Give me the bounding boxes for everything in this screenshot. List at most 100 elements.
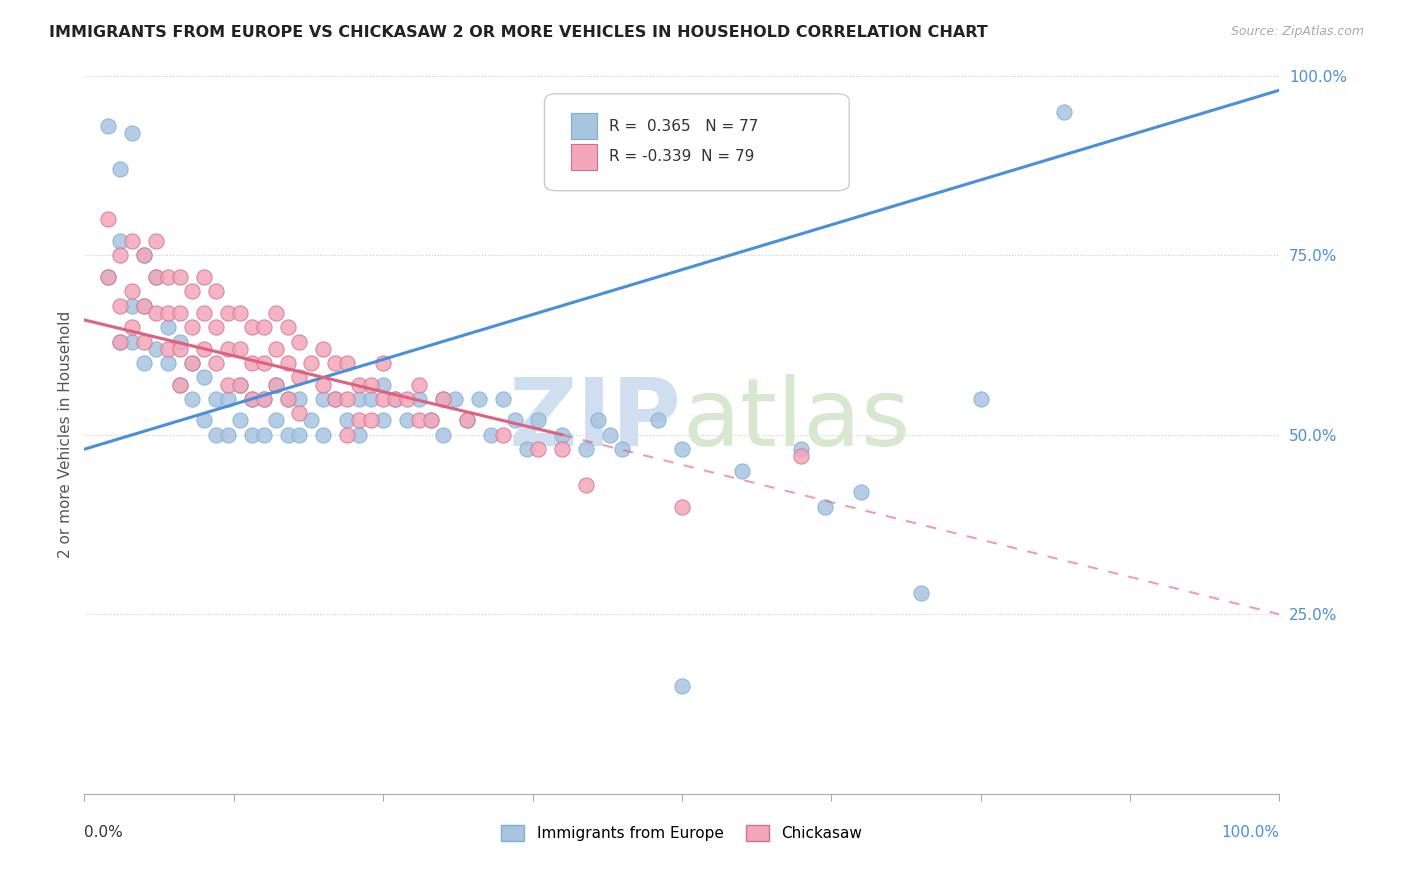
FancyBboxPatch shape: [544, 94, 849, 191]
Point: [110, 299, 132, 313]
Point: [169, 334, 191, 349]
Point: [790, 450, 813, 464]
Point: [110, 248, 132, 262]
Point: [240, 392, 263, 406]
Point: [527, 413, 550, 427]
Point: [205, 392, 228, 406]
Point: [336, 392, 359, 406]
Point: [790, 442, 813, 457]
Point: [288, 370, 311, 384]
Point: [193, 306, 215, 320]
Point: [336, 413, 359, 427]
Point: [336, 356, 359, 370]
Point: [181, 356, 204, 370]
Point: [264, 377, 287, 392]
Point: [132, 248, 156, 262]
Point: [551, 442, 574, 457]
Point: [373, 392, 395, 406]
Point: [432, 392, 454, 406]
Point: [205, 356, 228, 370]
Point: [253, 356, 276, 370]
Point: [516, 442, 538, 457]
Point: [193, 413, 215, 427]
Point: [671, 442, 693, 457]
Point: [132, 334, 156, 349]
Point: [277, 356, 299, 370]
Point: [588, 413, 610, 427]
Point: [288, 392, 311, 406]
Point: [121, 126, 143, 140]
Point: [169, 269, 191, 284]
Point: [145, 342, 167, 356]
Point: [468, 392, 491, 406]
Point: [312, 427, 335, 442]
Point: [217, 427, 239, 442]
Point: [814, 500, 837, 514]
Point: [910, 586, 932, 600]
Point: [121, 334, 143, 349]
Point: [205, 427, 228, 442]
Point: [349, 413, 371, 427]
Point: [229, 377, 252, 392]
Point: [97, 119, 120, 133]
Point: [444, 392, 467, 406]
Point: [132, 299, 156, 313]
Point: [349, 427, 371, 442]
Point: [1053, 104, 1076, 119]
Point: [145, 269, 167, 284]
Text: atlas: atlas: [682, 375, 910, 467]
Point: [169, 306, 191, 320]
Point: [157, 306, 180, 320]
Point: [157, 356, 180, 370]
Point: [240, 320, 263, 334]
Point: [229, 306, 252, 320]
Point: [277, 320, 299, 334]
Point: [970, 392, 993, 406]
Point: [193, 269, 215, 284]
Point: [479, 427, 502, 442]
Point: [110, 162, 132, 177]
Y-axis label: 2 or more Vehicles in Household: 2 or more Vehicles in Household: [58, 311, 73, 558]
Point: [325, 356, 347, 370]
Point: [110, 334, 132, 349]
Point: [229, 377, 252, 392]
Point: [240, 392, 263, 406]
Point: [349, 392, 371, 406]
Point: [301, 356, 323, 370]
Text: Source: ZipAtlas.com: Source: ZipAtlas.com: [1230, 25, 1364, 38]
Point: [205, 320, 228, 334]
Point: [181, 285, 204, 299]
Point: [360, 392, 382, 406]
Point: [181, 320, 204, 334]
Point: [193, 370, 215, 384]
Point: [121, 285, 143, 299]
Point: [229, 342, 252, 356]
Point: [312, 392, 335, 406]
Point: [456, 413, 478, 427]
Point: [336, 427, 359, 442]
Point: [169, 377, 191, 392]
Point: [240, 427, 263, 442]
Point: [432, 427, 454, 442]
Point: [229, 413, 252, 427]
Point: [169, 342, 191, 356]
Point: [157, 342, 180, 356]
Point: [217, 377, 239, 392]
Point: [373, 356, 395, 370]
Point: [288, 406, 311, 420]
Point: [647, 413, 669, 427]
Point: [432, 392, 454, 406]
Point: [301, 413, 323, 427]
Point: [599, 427, 621, 442]
Point: [264, 413, 287, 427]
Point: [217, 306, 239, 320]
Point: [240, 356, 263, 370]
Point: [217, 392, 239, 406]
Text: 100.0%: 100.0%: [1222, 825, 1279, 840]
Point: [145, 234, 167, 248]
Point: [384, 392, 406, 406]
Point: [312, 342, 335, 356]
Text: R =  0.365   N = 77: R = 0.365 N = 77: [609, 119, 758, 134]
Point: [169, 377, 191, 392]
Point: [731, 464, 754, 478]
